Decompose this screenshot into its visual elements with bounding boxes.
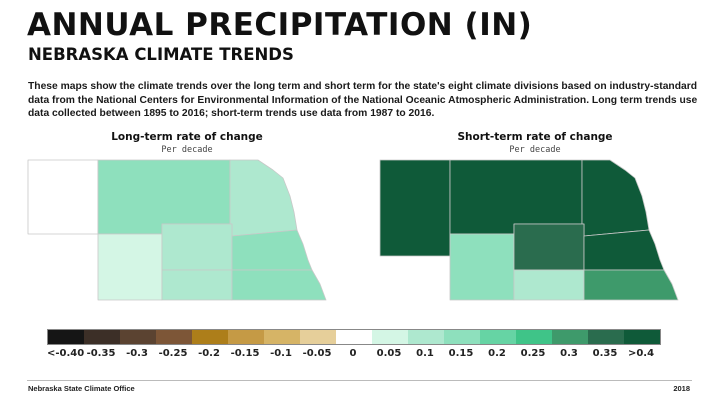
legend-swatch bbox=[516, 330, 552, 344]
footer-organization: Nebraska State Climate Office bbox=[28, 384, 135, 393]
short-term-division-southeast bbox=[583, 269, 679, 301]
short-term-division-east-central bbox=[583, 229, 665, 271]
legend-label: -0.2 bbox=[198, 348, 220, 359]
legend-label: 0.2 bbox=[488, 348, 506, 359]
short-term-division-northwest bbox=[379, 159, 451, 257]
legend-swatch bbox=[300, 330, 336, 344]
footer-year: 2018 bbox=[673, 384, 690, 393]
footer-divider bbox=[27, 380, 692, 381]
legend-swatch bbox=[372, 330, 408, 344]
legend-label: 0 bbox=[349, 348, 357, 359]
legend-label: -0.05 bbox=[302, 348, 332, 359]
short-term-division-northeast bbox=[581, 159, 650, 237]
legend-label: -0.1 bbox=[270, 348, 292, 359]
legend-label: -0.15 bbox=[230, 348, 260, 359]
legend-label: 0.1 bbox=[416, 348, 434, 359]
short-term-division-north-central bbox=[449, 159, 583, 235]
long-term-map-title: Long-term rate of change bbox=[111, 131, 263, 143]
legend-label: <-0.40 bbox=[47, 348, 85, 359]
legend-swatch bbox=[120, 330, 156, 344]
short-term-division-central bbox=[513, 223, 585, 271]
description: These maps show the climate trends over … bbox=[28, 81, 698, 120]
legend-label: 0.3 bbox=[560, 348, 578, 359]
legend-swatch bbox=[264, 330, 300, 344]
legend-swatch bbox=[408, 330, 444, 344]
legend-swatch bbox=[336, 330, 372, 344]
legend-swatch bbox=[84, 330, 120, 344]
legend-label: -0.25 bbox=[158, 348, 188, 359]
long-term-map-subtitle: Per decade bbox=[161, 145, 213, 155]
page-title: ANNUAL PRECIPITATION (IN) bbox=[27, 7, 533, 43]
legend-label: 0.15 bbox=[448, 348, 474, 359]
legend-swatch bbox=[444, 330, 480, 344]
legend-label: -0.3 bbox=[126, 348, 148, 359]
legend-swatch bbox=[156, 330, 192, 344]
legend-label: 0.35 bbox=[592, 348, 618, 359]
long-term-division-southeast bbox=[231, 269, 327, 301]
legend-label: >0.4 bbox=[627, 348, 655, 359]
legend-swatch bbox=[48, 330, 84, 344]
legend-swatch bbox=[228, 330, 264, 344]
legend-labels: <-0.40 -0.35 -0.3 -0.25 -0.2 -0.15 -0.1 -0.05 0 0… bbox=[47, 348, 677, 364]
legend-label: 0.25 bbox=[520, 348, 546, 359]
legend-swatch bbox=[552, 330, 588, 344]
short-term-division-south-central bbox=[513, 269, 585, 301]
short-term-division-southwest bbox=[449, 233, 515, 301]
legend-swatch bbox=[192, 330, 228, 344]
short-term-map-subtitle: Per decade bbox=[509, 145, 561, 155]
legend-swatch bbox=[624, 330, 660, 344]
legend-swatch bbox=[480, 330, 516, 344]
legend-label: 0.05 bbox=[376, 348, 402, 359]
short-term-map-title: Short-term rate of change bbox=[457, 131, 613, 143]
legend-label: -0.35 bbox=[86, 348, 116, 359]
legend-swatch bbox=[588, 330, 624, 344]
page-subtitle: NEBRASKA CLIMATE TRENDS bbox=[28, 45, 294, 64]
legend-color-bar bbox=[47, 329, 661, 345]
